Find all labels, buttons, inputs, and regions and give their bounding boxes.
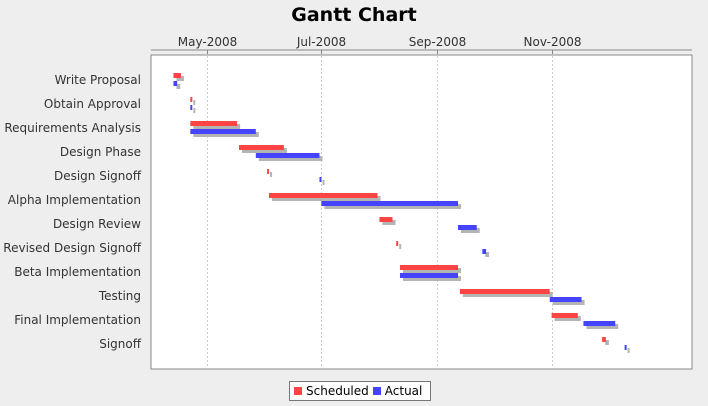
scheduled-bar bbox=[396, 241, 402, 249]
scheduled-bar bbox=[459, 289, 553, 297]
legend-label-scheduled: Scheduled bbox=[306, 384, 369, 398]
date-tick-label: Jul-2008 bbox=[296, 35, 346, 49]
legend-swatch-scheduled bbox=[294, 387, 302, 395]
scheduled-bar bbox=[190, 121, 241, 129]
scheduled-bar bbox=[238, 145, 287, 153]
task-label: Beta Implementation bbox=[14, 265, 141, 279]
actual-bar bbox=[549, 297, 585, 305]
actual-bar bbox=[458, 225, 480, 233]
legend-label-actual: Actual bbox=[384, 384, 423, 398]
actual-bar bbox=[173, 81, 181, 89]
chart-title: Gantt Chart bbox=[291, 4, 417, 26]
task-label: Design Signoff bbox=[54, 169, 142, 183]
scheduled-bar bbox=[267, 169, 273, 177]
task-label: Write Proposal bbox=[55, 73, 141, 87]
date-tick-label: Sep-2008 bbox=[409, 35, 467, 49]
date-tick-label: May-2008 bbox=[178, 35, 237, 49]
actual-bar bbox=[482, 249, 490, 257]
actual-bar bbox=[190, 129, 259, 137]
scheduled-bar bbox=[399, 265, 462, 273]
task-label: Obtain Approval bbox=[44, 97, 141, 111]
task-label: Design Review bbox=[53, 217, 141, 231]
actual-bar bbox=[255, 153, 323, 161]
scheduled-bar bbox=[173, 73, 184, 81]
actual-bar bbox=[321, 201, 462, 209]
legend-item-scheduled: Scheduled bbox=[294, 384, 369, 398]
actual-bar bbox=[583, 321, 619, 329]
task-label: Alpha Implementation bbox=[8, 193, 141, 207]
scheduled-bar bbox=[379, 217, 396, 225]
scheduled-bar bbox=[190, 97, 196, 105]
task-label: Requirements Analysis bbox=[4, 121, 141, 135]
task-label: Revised Design Signoff bbox=[3, 241, 141, 255]
date-tick-label: Nov-2008 bbox=[524, 35, 582, 49]
scheduled-bar bbox=[268, 193, 381, 201]
task-label: Design Phase bbox=[60, 145, 141, 159]
actual-bar bbox=[190, 105, 196, 113]
legend-item-actual: Actual bbox=[372, 384, 423, 398]
actual-bar bbox=[624, 345, 630, 353]
task-label: Testing bbox=[98, 289, 141, 303]
legend-swatch-actual bbox=[372, 387, 381, 395]
legend: Scheduled Actual bbox=[289, 381, 432, 401]
actual-bar bbox=[399, 273, 462, 281]
plot-area bbox=[150, 54, 693, 370]
task-label: Signoff bbox=[99, 337, 142, 351]
task-label: Final Implementation bbox=[14, 313, 141, 327]
scheduled-bar bbox=[602, 337, 609, 345]
actual-bar bbox=[319, 177, 325, 185]
scheduled-bar bbox=[551, 313, 581, 321]
